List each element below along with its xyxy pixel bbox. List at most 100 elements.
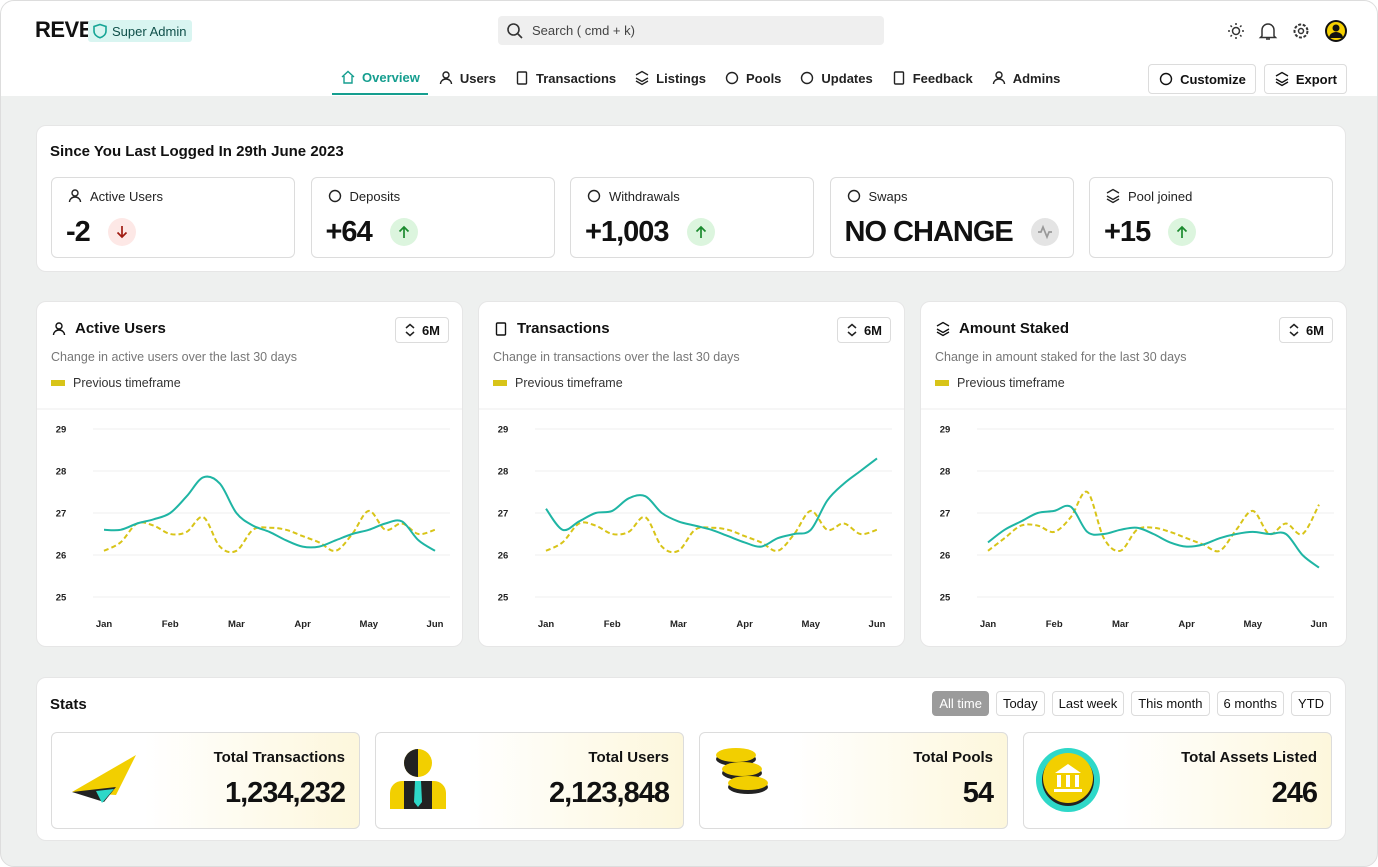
icon: [52, 321, 66, 335]
stat-label: Total Transactions: [213, 749, 345, 766]
icon-shape: [516, 71, 528, 85]
summary-label: Withdrawals: [609, 188, 680, 204]
period-button[interactable]: 6M: [836, 317, 891, 343]
legend-label: Previous timeframe: [957, 376, 1065, 390]
nav-item[interactable]: Admins: [983, 61, 1069, 95]
filter-button[interactable]: YTD: [1291, 691, 1331, 716]
stat-illustration: [72, 755, 136, 803]
filter-button[interactable]: 6 months: [1216, 691, 1284, 716]
y-tick-label: 25: [498, 593, 509, 604]
icon-shape: [341, 70, 355, 84]
theme-icon[interactable]: [1228, 23, 1244, 39]
trend-icon: [116, 226, 128, 239]
action-button[interactable]: Customize: [1148, 64, 1256, 94]
icon: [801, 71, 814, 85]
chart-subtitle: Change in amount staked for the last 30 …: [935, 350, 1187, 364]
stats-panel: Stats All time Today Last week This month 6 …: [36, 677, 1346, 841]
icon-shape: [847, 189, 860, 203]
trend-icon: [1176, 225, 1188, 238]
tie: [414, 781, 422, 807]
y-tick-label: 26: [56, 551, 67, 562]
period-button[interactable]: 6M: [1278, 317, 1333, 343]
icon-shape: [936, 321, 950, 336]
summary-label: Deposits: [349, 188, 401, 204]
stat-label: Total Users: [588, 749, 669, 766]
nav-item[interactable]: Overview: [332, 61, 428, 95]
period-label: 6M: [1305, 322, 1324, 338]
stat-illustration: [716, 748, 768, 794]
icon-shape: [995, 71, 1003, 79]
icon: [1106, 188, 1120, 204]
x-tick-label: Mar: [228, 619, 245, 630]
line-chart: 25 26 27 28 29 Jan Feb Mar Apr May Jun: [37, 408, 462, 630]
filter-button[interactable]: All time: [932, 691, 989, 716]
trend-icon: [695, 225, 707, 238]
stat-card: Total Users 2,123,848: [375, 732, 684, 829]
plane-tail: [96, 789, 114, 803]
action-button[interactable]: Export: [1263, 64, 1347, 94]
filter-button[interactable]: Today: [995, 691, 1045, 716]
trend-badge: [1030, 218, 1059, 246]
chart-title: Active Users: [75, 320, 166, 337]
icon: [635, 70, 649, 86]
series-line: [103, 509, 436, 554]
settings-icon[interactable]: [1293, 23, 1309, 39]
summary-value: -2: [66, 216, 91, 248]
updown-shape: [1289, 323, 1299, 337]
summary-card: Deposits +64: [310, 177, 555, 258]
search[interactable]: Search ( cmd + k): [498, 16, 884, 45]
action-label: Export: [1295, 71, 1337, 87]
icon: [495, 321, 507, 336]
stat-label: Total Assets Listed: [1181, 749, 1317, 766]
icon-shape: [68, 196, 82, 203]
updown-icon: [1289, 323, 1299, 337]
trend-badge: [389, 218, 418, 246]
avatar[interactable]: [1325, 20, 1347, 42]
icon-shape: [725, 71, 739, 85]
icon-shape: [495, 321, 507, 336]
nav-label: Pools: [746, 70, 782, 86]
bank: [1054, 764, 1082, 792]
updown-shape: [405, 323, 415, 337]
summary-value: NO CHANGE: [844, 216, 1014, 248]
trend-arrow: [1176, 225, 1188, 238]
x-tick-label: Mar: [1112, 619, 1129, 630]
coin-face: [728, 776, 768, 790]
y-tick-label: 26: [940, 551, 951, 562]
line-chart: 25 26 27 28 29 Jan Feb Mar Apr May Jun: [479, 408, 904, 630]
filter-button[interactable]: Last week: [1051, 691, 1125, 716]
role: Super Admin: [112, 23, 187, 39]
filter-button[interactable]: This month: [1131, 691, 1210, 716]
summary-panel: Since You Last Logged In 29th June 2023 …: [36, 125, 1346, 272]
period-button[interactable]: 6M: [394, 317, 449, 343]
nav-item[interactable]: Updates: [791, 61, 880, 95]
summary-card: Pool joined +15: [1089, 177, 1333, 258]
nav-label: Overview: [362, 69, 420, 85]
y-tick-label: 28: [940, 467, 951, 478]
y-tick-label: 25: [940, 593, 951, 604]
nav-item[interactable]: Transactions: [506, 61, 624, 95]
icon: [992, 71, 1005, 85]
search-icon: [507, 22, 523, 39]
chart-subtitle: Change in transactions over the last 30 …: [493, 350, 740, 364]
nav-item[interactable]: Pools: [716, 61, 789, 95]
trend-arrow: [398, 225, 409, 238]
nav-item[interactable]: Feedback: [883, 61, 981, 95]
nav-label: Feedback: [912, 70, 973, 86]
nav-label: Users: [459, 70, 496, 86]
icon: [725, 71, 739, 85]
bell-icon[interactable]: [1258, 23, 1278, 40]
nav-item[interactable]: Users: [430, 61, 504, 95]
legend-swatch: [51, 380, 65, 386]
nav: Overview Users Transactions Listings Pools Up…: [332, 61, 1068, 95]
x-tick-label: Jan: [980, 619, 997, 630]
stat-value: 2,123,848: [548, 777, 670, 809]
icon-shape: [801, 71, 814, 85]
icon-shape: [1275, 71, 1289, 87]
nav-item[interactable]: Listings: [626, 61, 714, 95]
trend-icon: [1037, 224, 1052, 240]
role-badge: Super Admin: [88, 20, 193, 42]
series-line: [987, 504, 1320, 569]
summary-value: +1,003: [585, 216, 670, 248]
